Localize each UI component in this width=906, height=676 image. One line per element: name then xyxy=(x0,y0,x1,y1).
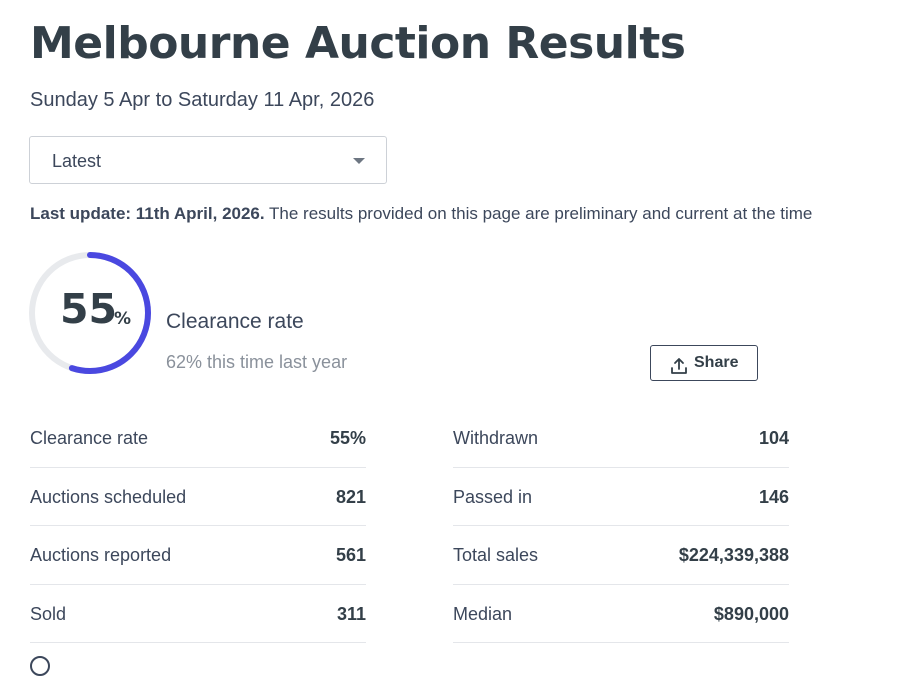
stat-row-passed-in: Passed in 146 xyxy=(453,468,789,526)
stat-label: Total sales xyxy=(453,545,539,565)
stat-label: Auctions scheduled xyxy=(30,486,187,507)
stat-row-withdrawn: Withdrawn 104 xyxy=(453,409,789,468)
stat-value: $890,000 xyxy=(713,603,789,624)
stat-label: Passed in xyxy=(453,486,533,507)
clearance-rate-value: 55 xyxy=(60,285,118,333)
period-dropdown[interactable]: Latest xyxy=(29,136,387,184)
stat-row-median: Median $890,000 xyxy=(453,585,789,643)
last-update-date: Last update: 11th April, 2026. xyxy=(30,204,265,223)
page-title: Melbourne Auction Results xyxy=(30,18,686,69)
stat-row-auctions-scheduled: Auctions scheduled 821 xyxy=(30,468,366,526)
share-button-label: Share xyxy=(694,354,739,371)
last-year-comparison: 62% this time last year xyxy=(166,352,348,372)
stat-label: Withdrawn xyxy=(453,428,539,448)
last-update-note: Last update: 11th April, 2026. The resul… xyxy=(30,204,906,224)
stat-value: 821 xyxy=(335,486,366,507)
stat-row-auctions-reported: Auctions reported 561 xyxy=(30,526,366,585)
stat-label: Sold xyxy=(30,603,67,624)
clearance-rate-unit: % xyxy=(114,309,132,329)
stat-value: 561 xyxy=(335,545,366,565)
info-icon[interactable] xyxy=(30,656,50,676)
clearance-rate-gauge xyxy=(29,252,151,374)
last-update-disclaimer: The results provided on this page are pr… xyxy=(264,204,813,223)
share-upload-icon xyxy=(671,358,687,374)
stat-value: 146 xyxy=(758,486,789,507)
gauge-progress-arc xyxy=(29,252,151,374)
date-range: Sunday 5 Apr to Saturday 11 Apr, 2026 xyxy=(30,89,375,111)
caret-down-icon xyxy=(353,158,365,164)
stats-table-left: Clearance rate 55% Auctions scheduled 82… xyxy=(30,409,366,643)
stat-value: 55% xyxy=(329,428,366,448)
stat-label: Clearance rate xyxy=(30,428,149,448)
stat-value: 311 xyxy=(336,603,366,624)
stat-label: Auctions reported xyxy=(30,545,172,565)
stats-table-right: Withdrawn 104 Passed in 146 Total sales … xyxy=(453,409,789,643)
stat-row-sold: Sold 311 xyxy=(30,585,366,643)
share-button[interactable]: Share xyxy=(650,345,758,381)
clearance-rate-label: Clearance rate xyxy=(166,310,304,333)
stat-value: $224,339,388 xyxy=(678,545,789,565)
period-dropdown-value: Latest xyxy=(52,151,102,171)
stat-row-total-sales: Total sales $224,339,388 xyxy=(453,526,789,585)
stat-row-clearance-rate: Clearance rate 55% xyxy=(30,409,366,468)
stat-label: Median xyxy=(453,603,513,624)
stat-value: 104 xyxy=(758,428,789,448)
